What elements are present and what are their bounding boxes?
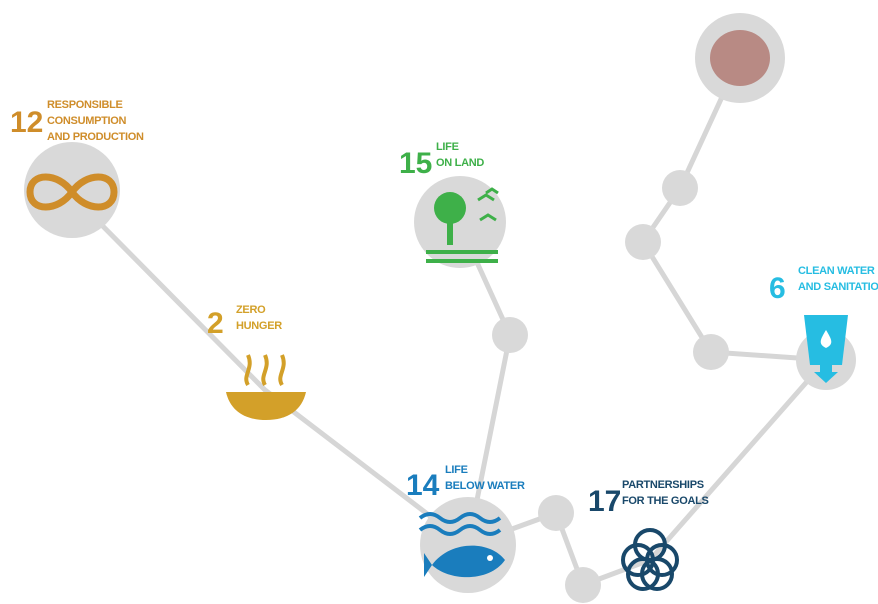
goal-label: PARTNERSHIPS: [622, 479, 704, 491]
goal-number: 12: [10, 106, 43, 139]
goal-label: CLEAN WATER: [798, 265, 875, 277]
connector: [460, 225, 510, 545]
goal-label: HUNGER: [236, 320, 282, 332]
goal-number: 2: [207, 307, 224, 340]
goal-label: AND PRODUCTION: [47, 131, 144, 143]
goal-label: BELOW WATER: [445, 480, 525, 492]
goal-label: CONSUMPTION: [47, 115, 127, 127]
goal-label: ON LAND: [436, 157, 484, 169]
diagram: 12 RESPONSIBLE CONSUMPTION AND PRODUCTION 2Z…: [0, 0, 878, 604]
blob-icon: [710, 30, 770, 86]
connector: [468, 360, 826, 585]
page: {"nodes": [ {"number": "12", "lines": ["…: [0, 0, 878, 604]
goal-label: LIFE: [436, 141, 459, 153]
small-node: [625, 224, 661, 260]
goal-label: FOR THE GOALS: [622, 495, 709, 507]
small-node: [693, 334, 729, 370]
connector: [643, 58, 826, 360]
small-node: [662, 170, 698, 206]
goal-number: 6: [769, 272, 786, 305]
goal-label: LIFE: [445, 464, 468, 476]
small-node: [565, 567, 601, 603]
small-node: [492, 317, 528, 353]
small-node: [538, 495, 574, 531]
goal-label: AND SANITATION: [798, 281, 878, 293]
circles: [24, 13, 856, 603]
node-circle: [420, 497, 516, 593]
goal-number: 14: [406, 469, 440, 502]
goal-label: RESPONSIBLE: [47, 99, 123, 111]
goal-number: 17: [588, 485, 621, 518]
goal-number: 15: [399, 147, 432, 180]
goal-label: ZERO: [236, 304, 266, 316]
